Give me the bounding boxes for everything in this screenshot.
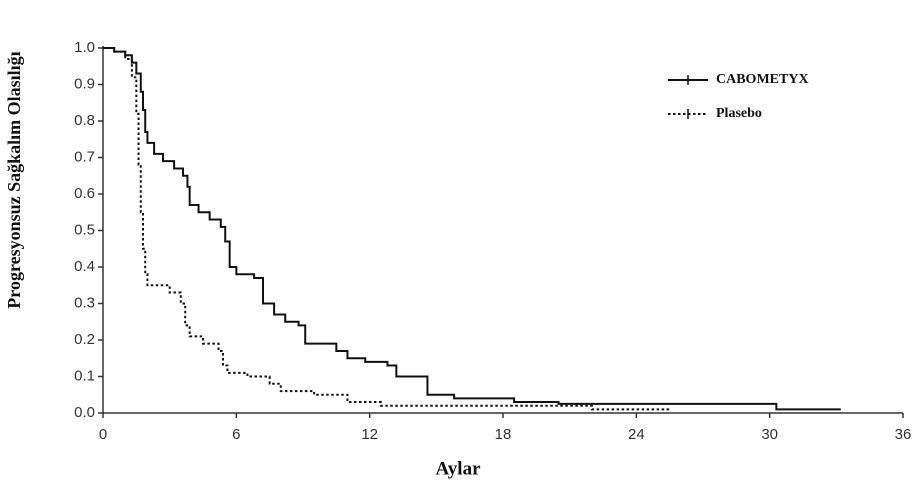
y-tick-label: 0.2: [74, 331, 95, 348]
y-tick-label: 0.4: [74, 258, 95, 275]
x-tick-label: 18: [495, 426, 512, 443]
y-tick-label: 0.5: [74, 221, 95, 238]
legend-label: Plasebo: [716, 106, 762, 121]
y-tick-label: 0.1: [74, 367, 95, 384]
y-tick-label: 0.6: [74, 185, 95, 202]
survival-line: [103, 47, 670, 411]
x-tick-label: 12: [361, 426, 378, 443]
y-tick-label: 0.9: [74, 75, 95, 92]
x-tick-label: 30: [761, 426, 778, 443]
y-tick-label: 0.7: [74, 148, 95, 165]
y-tick-label: 0.3: [74, 294, 95, 311]
x-tick-label: 6: [232, 426, 240, 443]
y-tick-label: 0.8: [74, 112, 95, 129]
x-tick-label: 0: [99, 426, 107, 443]
x-axis-label: Aylar: [435, 458, 481, 479]
y-tick-label: 1.0: [74, 39, 95, 56]
x-tick-label: 36: [895, 426, 912, 443]
y-tick-label: 0.0: [74, 404, 95, 421]
x-tick-label: 24: [628, 426, 645, 443]
y-axis-label: Progresyonsuz Sağkalım Olasılığı: [4, 51, 24, 308]
survival-line: [103, 47, 841, 411]
legend-label: CABOMETYX: [716, 72, 809, 87]
